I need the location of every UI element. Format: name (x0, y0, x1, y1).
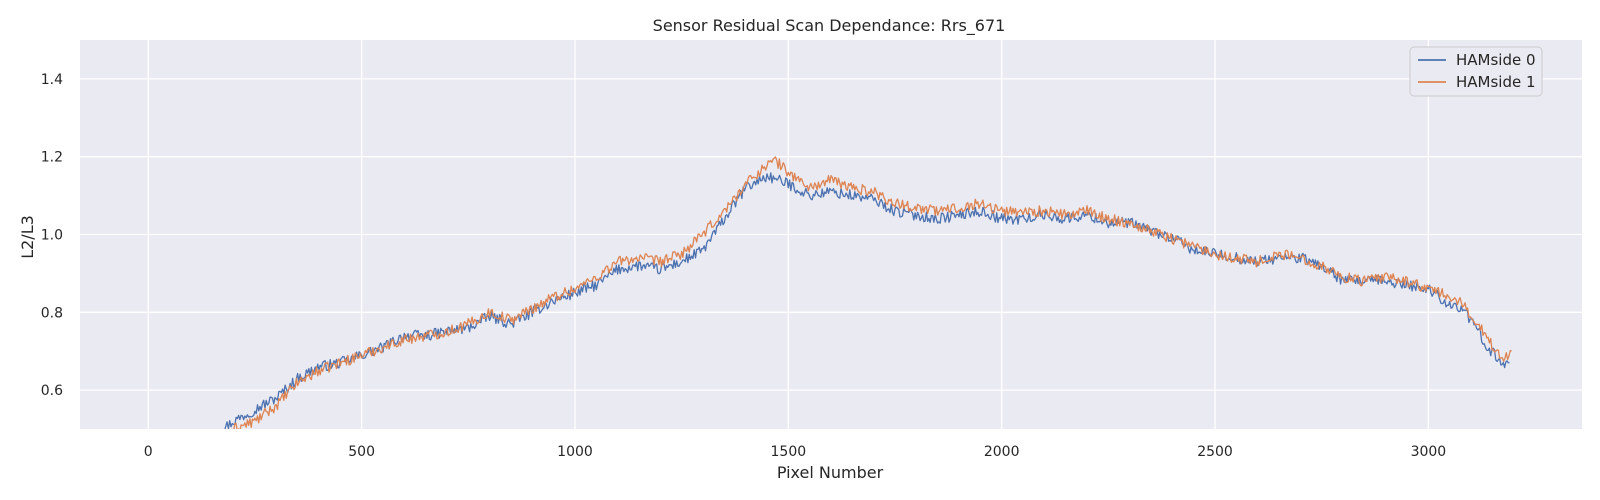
y-tick-label: 1.2 (41, 150, 63, 166)
y-tick-label: 1.4 (41, 72, 63, 88)
chart-title: Sensor Residual Scan Dependance: Rrs_671 (653, 16, 1006, 36)
y-tick-label: 0.6 (41, 383, 63, 399)
y-tick-labels: 0.6 0.8 1.0 1.2 1.4 (41, 72, 63, 399)
x-tick-label: 2000 (984, 444, 1020, 460)
x-axis-label: Pixel Number (777, 463, 884, 482)
y-tick-label: 1.0 (41, 228, 63, 244)
grid (80, 40, 1582, 429)
x-tick-label: 500 (348, 444, 375, 460)
y-axis-label: L2/L3 (18, 215, 37, 259)
x-tick-label: 1000 (557, 444, 593, 460)
x-tick-label: 1500 (771, 444, 807, 460)
series-layer (224, 156, 1512, 429)
legend-label: HAMside 0 (1456, 51, 1536, 69)
x-tick-label: 0 (144, 444, 153, 460)
y-tick-label: 0.8 (41, 305, 63, 321)
x-tick-label: 3000 (1411, 444, 1447, 460)
x-tick-labels: 0 500 1000 1500 2000 2500 3000 (144, 444, 1446, 460)
legend-label: HAMside 1 (1456, 73, 1536, 91)
series-line-1 (233, 156, 1512, 429)
x-tick-label: 2500 (1197, 444, 1233, 460)
legend: HAMside 0 HAMside 1 (1409, 46, 1543, 97)
